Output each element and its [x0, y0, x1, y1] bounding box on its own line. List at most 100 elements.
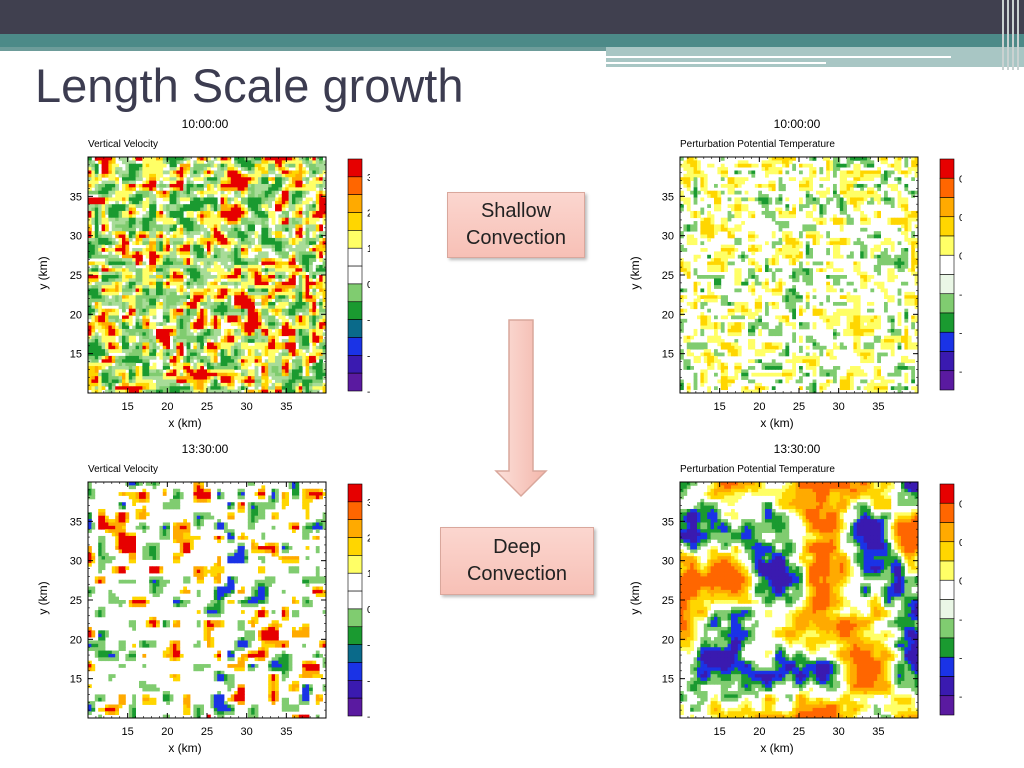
y-tick-label: 25	[662, 595, 674, 607]
colorbar-swatch	[347, 283, 363, 303]
colorbar-label: -0.1	[959, 290, 962, 301]
y-tick-label: 25	[70, 270, 82, 282]
x-tick-label: 25	[201, 401, 213, 413]
x-tick-label: 15	[122, 401, 134, 413]
x-tick-label: 20	[161, 401, 173, 413]
colorbar-label: -3	[367, 712, 370, 723]
colorbar-swatch	[939, 502, 955, 523]
x-axis-label: x (km)	[760, 741, 793, 755]
colorbar-swatch	[939, 483, 955, 504]
x-tick-label: 30	[833, 401, 845, 413]
colorbar-swatch	[347, 501, 363, 520]
colorbar-swatch	[939, 656, 955, 677]
x-tick-label: 25	[793, 401, 805, 413]
colorbar-label: 0.3	[959, 213, 962, 224]
header-teal-bar	[0, 34, 1024, 47]
y-tick-label: 15	[70, 674, 82, 686]
colorbar-label: -0.5	[959, 692, 962, 703]
y-tick-label: 35	[662, 191, 674, 203]
slide-title: Length Scale growth	[35, 59, 464, 112]
colorbar-swatch	[939, 637, 955, 658]
colorbar-swatch	[939, 235, 955, 256]
colorbar-label: -2	[367, 351, 370, 362]
colorbar-label: 0.5	[959, 174, 962, 185]
colorbar-swatch	[347, 319, 363, 338]
colorbar-swatch	[347, 680, 363, 699]
colorbar-swatch	[939, 676, 955, 697]
x-tick-label: 30	[833, 726, 845, 738]
y-tick-label: 30	[70, 556, 82, 568]
x-tick-label: 35	[872, 726, 884, 738]
x-tick-label: 35	[280, 726, 292, 738]
colorbar-swatch	[939, 177, 955, 198]
colorbar-swatch	[347, 697, 363, 717]
colorbar-label: -0.5	[959, 367, 962, 378]
x-tick-label: 25	[793, 726, 805, 738]
colorbar-label: 0.1	[959, 576, 962, 587]
colorbar-swatch	[347, 230, 363, 249]
colorbar-swatch	[939, 293, 955, 314]
field-cells	[88, 157, 326, 393]
x-axis-label: x (km)	[168, 416, 201, 430]
plot-variable-label: Vertical Velocity	[88, 139, 158, 150]
y-tick-label: 25	[662, 270, 674, 282]
colorbar-swatch	[347, 519, 363, 538]
plot-variable-label: Perturbation Potential Temperature	[680, 464, 835, 475]
colorbar-swatch	[347, 555, 363, 574]
colorbar-swatch	[347, 265, 363, 285]
colorbar-swatch	[347, 537, 363, 556]
colorbar-swatch	[347, 590, 363, 610]
header-accent-line	[606, 56, 951, 58]
colorbar-swatch	[939, 351, 955, 372]
y-tick-label: 35	[70, 516, 82, 528]
plot-time-label: 13:30:00	[182, 442, 229, 456]
colorbar-label: 1	[367, 244, 370, 255]
panel-theta-shallow: 10:00:00 Perturbation Potential Temperatu…	[622, 112, 962, 432]
colorbar-swatch	[939, 216, 955, 237]
colorbar-label: -2	[367, 676, 370, 687]
field-cells	[680, 482, 918, 718]
colorbar-swatch	[939, 522, 955, 543]
colorbar-swatch	[347, 662, 363, 681]
colorbar-swatch	[347, 626, 363, 645]
panel-theta-deep: 13:30:00 Perturbation Potential Temperatu…	[622, 437, 962, 757]
colorbar-swatch	[939, 331, 955, 352]
colorbar-swatch	[347, 212, 363, 231]
plot-variable-label: Perturbation Potential Temperature	[680, 139, 835, 150]
colorbar-label: -3	[367, 387, 370, 398]
colorbar-label: 0.3	[959, 538, 962, 549]
colorbar-swatch	[939, 370, 955, 391]
y-tick-label: 35	[70, 191, 82, 203]
colorbar-swatch	[939, 312, 955, 333]
x-axis-label: x (km)	[168, 741, 201, 755]
colorbar-swatch	[939, 197, 955, 218]
colorbar-swatch	[347, 644, 363, 663]
colorbar-label: -1	[367, 641, 370, 652]
x-tick-label: 30	[241, 401, 253, 413]
colorbar-label: 1	[367, 569, 370, 580]
colorbar-label: 3	[367, 498, 370, 509]
colorbar-label: 2	[367, 534, 370, 545]
colorbar-swatch	[347, 194, 363, 213]
colorbar-swatch	[347, 176, 363, 195]
colorbar-swatch	[347, 355, 363, 374]
plot-time-label: 10:00:00	[774, 117, 821, 131]
header-stripes	[998, 0, 1024, 70]
callout-deep-convection: Deep Convection	[440, 527, 594, 595]
colorbar-swatch	[347, 572, 363, 592]
colorbar-swatch	[939, 560, 955, 581]
panel-vertical-velocity-shallow: 10:00:00 Vertical Velocity 15 20 25 30 35 35 30 2…	[30, 112, 370, 432]
x-tick-label: 35	[280, 401, 292, 413]
down-arrow-icon	[494, 319, 548, 498]
colorbar-label: 0	[367, 605, 370, 616]
colorbar-label: 0	[367, 280, 370, 291]
y-tick-label: 15	[662, 349, 674, 361]
x-tick-label: 15	[122, 726, 134, 738]
y-tick-label: 15	[70, 349, 82, 361]
y-axis-label: y (km)	[628, 581, 642, 614]
y-tick-label: 20	[70, 634, 82, 646]
colorbar-label: -0.1	[959, 615, 962, 626]
field-plot: 13:30:00 Perturbation Potential Temperatu…	[628, 442, 962, 755]
y-axis-label: y (km)	[36, 581, 50, 614]
